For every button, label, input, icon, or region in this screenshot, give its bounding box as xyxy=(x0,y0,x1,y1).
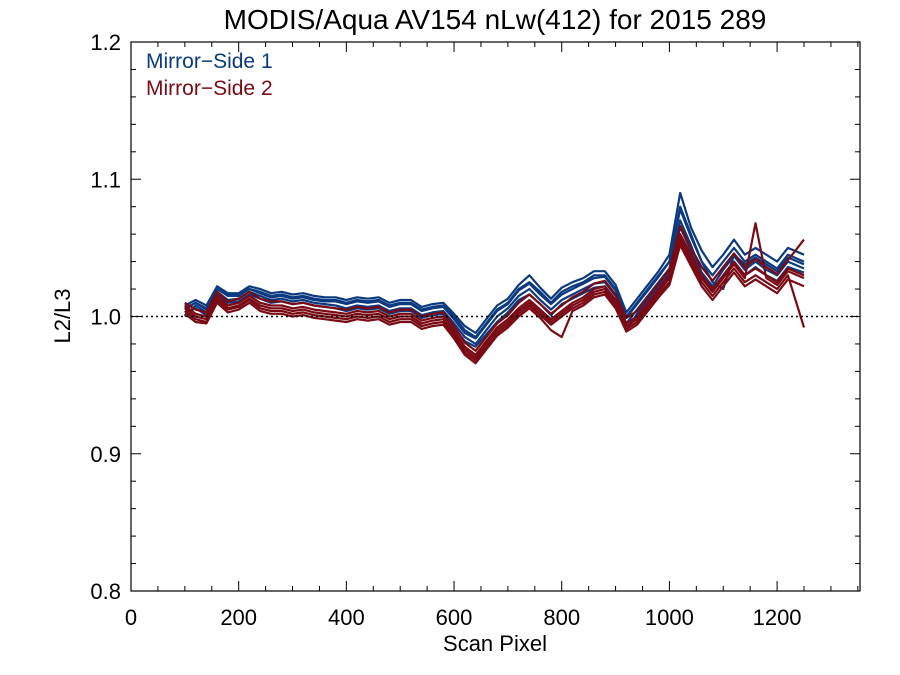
series-layer xyxy=(184,191,806,365)
y-axis: 0.8 0.9 1.0 1.1 1.2 xyxy=(90,30,860,604)
series-line-6 xyxy=(184,233,805,356)
y-tick-label: 0.8 xyxy=(90,579,121,604)
y-tick-label: 0.9 xyxy=(90,442,121,467)
y-tick-label: 1.0 xyxy=(90,305,121,330)
x-axis-title: Scan Pixel xyxy=(443,631,547,656)
series-line-1 xyxy=(184,205,805,339)
legend-item-mirror-side-1: Mirror−Side 1 xyxy=(146,50,273,73)
legend-item-mirror-side-2: Mirror−Side 2 xyxy=(146,77,273,100)
series-line-7 xyxy=(184,239,806,362)
y-tick-label: 1.1 xyxy=(90,167,121,192)
x-tick-label: 400 xyxy=(328,605,365,630)
series-line-8 xyxy=(184,224,805,352)
x-tick-label: 1200 xyxy=(753,605,802,630)
series-line-5 xyxy=(184,208,805,340)
x-axis: 0 200 400 600 800 1000 1200 xyxy=(125,42,859,630)
y-axis-title: L2/L3 xyxy=(50,288,75,343)
chart-title: MODIS/Aqua AV154 nLw(412) for 2015 289 xyxy=(224,4,767,35)
x-tick-label: 600 xyxy=(436,605,473,630)
x-tick-label: 800 xyxy=(543,605,580,630)
x-tick-label: 200 xyxy=(220,605,257,630)
x-tick-label: 1000 xyxy=(645,605,694,630)
plot-area xyxy=(131,191,860,365)
y-tick-label: 1.2 xyxy=(90,30,121,55)
legend: Mirror−Side 1 Mirror−Side 2 xyxy=(146,50,273,100)
x-tick-label: 0 xyxy=(125,605,137,630)
series-line-3 xyxy=(184,191,805,335)
plot-frame xyxy=(130,41,861,592)
series-line-9 xyxy=(184,222,805,359)
series-line-10 xyxy=(184,244,805,365)
